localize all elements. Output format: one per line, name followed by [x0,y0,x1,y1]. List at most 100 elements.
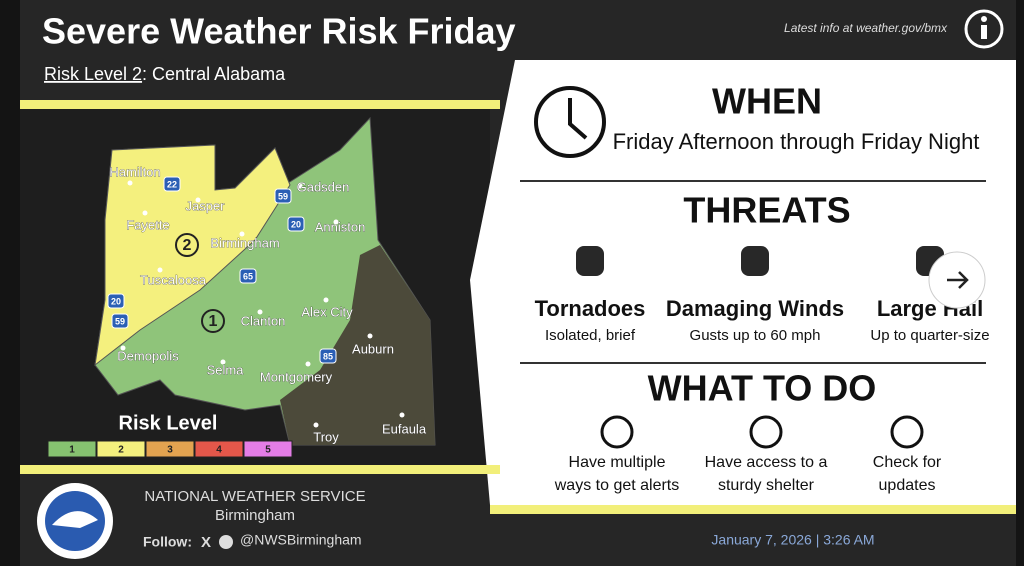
link: Latest info at weather.gov/bmx [784,21,948,35]
city-label: Gadsden [297,179,350,194]
info-icon[interactable] [964,9,1004,49]
city-label: Demopolis [117,348,179,363]
legend-label: 2 [118,445,124,456]
todo-icon [600,415,634,449]
office: Birmingham [215,507,295,524]
city-label: Birmingham [210,235,279,250]
handle: @NWSBirmingham [240,532,362,548]
todo-text: Have access to a [705,454,828,471]
risk-marker-label: 2 [183,237,192,254]
legend-swatch [194,440,244,458]
threat-name: Tornadoes [535,296,646,321]
city-label: Clanton [241,313,286,328]
follow: Follow: [143,534,192,550]
date: January 7, 2026 | 3:26 AM [711,532,874,548]
outside-area [280,245,435,445]
org-name: NATIONAL WEATHER SERVICE [144,488,365,505]
todo-text: Have multiple [569,454,666,471]
legend-label: 5 [265,445,271,456]
highway-shield [111,313,129,329]
stripe [20,465,500,474]
section-heading: THREATS [683,190,850,231]
legend-label: 1 [69,445,75,456]
city-dot [399,412,405,418]
highway-label: 20 [111,296,121,306]
city-dot [257,309,263,315]
highway-label: 59 [278,191,288,201]
next-arrow[interactable] [947,271,969,289]
legend-swatch [145,440,195,458]
city-dot [142,210,148,216]
city-dot [313,422,319,428]
highway-shield [239,268,257,284]
city-dot [239,231,245,237]
highway-shield [163,176,181,192]
threat-icon [576,246,604,276]
legend-swatch [47,440,97,458]
city-dot [297,183,303,189]
city-dot [323,297,329,303]
city-label: Alex City [301,304,353,319]
threat-detail: Gusts up to 60 mph [690,327,821,344]
city-dot [157,267,163,273]
city-label: Eufaula [382,421,427,436]
city-label: Montgomery [260,369,333,384]
risk-level: Risk Level 2 [44,64,142,84]
highway-label: 20 [291,219,301,229]
social-icons [219,535,233,549]
threat-detail: Isolated, brief [545,327,636,344]
risk-marker [201,309,225,333]
todo-text: updates [879,477,936,494]
legend-label: 3 [167,445,173,456]
city-label: Hamilton [109,164,160,179]
info-panel [470,60,1016,505]
info-button[interactable] [964,9,1004,49]
threat-icon [741,246,769,276]
highway-label: 22 [167,179,177,189]
area: : Central Alabama [142,64,286,84]
city-dot [367,333,373,339]
clock-icon [534,86,606,158]
risk-marker [175,233,199,257]
risk-marker-label: 1 [209,313,218,330]
logo-cloud [52,511,98,528]
section-heading: WHEN [712,81,822,122]
highway-shield [107,293,125,309]
legend-swatch [243,440,293,458]
city-dot [333,219,339,225]
city-label: Troy [313,429,339,444]
todo-text: ways to get alerts [554,477,680,494]
city-dot [220,359,226,365]
city-label: Fayette [126,217,169,232]
clock [534,86,606,158]
city-label: Tuscaloosa [140,272,207,287]
highway-label: 59 [115,316,125,326]
highway-shield [287,216,305,232]
info-icon[interactable] [981,25,987,39]
city-dot [195,197,201,203]
nws-logo [37,483,113,559]
city-dot [127,180,133,186]
clock-hands [568,98,588,140]
highway-shield [319,348,337,364]
social-icons: X [201,534,211,551]
city-label: Anniston [315,219,366,234]
section-heading: WHAT TO DO [648,368,877,409]
stripe [20,100,500,109]
info-icon[interactable] [981,16,987,22]
legend-label: 4 [216,445,222,456]
when-text: Friday Afternoon through Friday Night [613,129,980,154]
threat-detail: Up to quarter-size [870,327,989,344]
legend-title: Risk Level [119,412,218,434]
next-button[interactable] [928,251,986,309]
city-dot [305,361,311,367]
highway-label: 65 [243,271,253,281]
todo-icon [890,415,924,449]
city-label: Selma [207,362,245,377]
highway-shield [274,188,292,204]
legend-swatch [96,440,146,458]
threat-name: Damaging Winds [666,296,844,321]
stripe [490,505,1016,514]
title: Severe Weather Risk Friday [42,11,516,52]
